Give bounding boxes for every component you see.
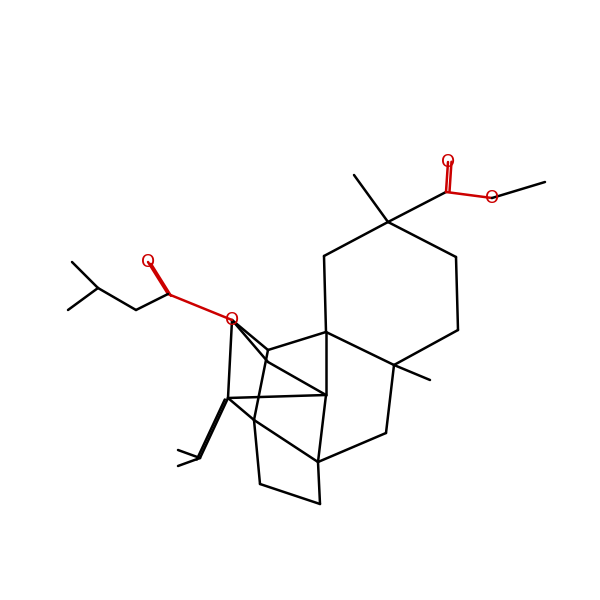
Text: O: O xyxy=(141,253,155,271)
Text: O: O xyxy=(485,189,499,207)
Text: O: O xyxy=(441,153,455,171)
Text: O: O xyxy=(225,311,239,329)
